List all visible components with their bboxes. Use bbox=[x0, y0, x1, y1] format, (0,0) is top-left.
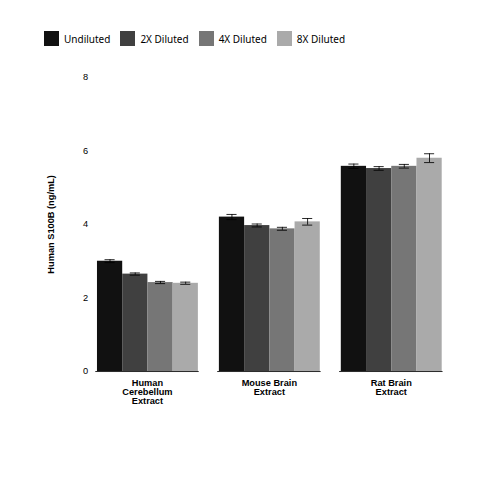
html-text:2X Diluted: 2X Diluted bbox=[140, 31, 189, 46]
html-text:4X Diluted: 4X Diluted bbox=[218, 31, 267, 46]
html-text:8X Diluted: 8X Diluted bbox=[296, 31, 346, 46]
svg-text:Human S100B (ng/mL): Human S100B (ng/mL) bbox=[46, 175, 56, 274]
svg-text:8: 8 bbox=[83, 72, 88, 82]
svg-text:HumanCerebellumExtract: HumanCerebellumExtract bbox=[122, 378, 172, 406]
svg-text:6: 6 bbox=[83, 146, 88, 156]
html-text:Undiluted: Undiluted bbox=[64, 31, 111, 46]
svg-text:4: 4 bbox=[83, 219, 88, 229]
svg-text:Mouse BrainExtract: Mouse BrainExtract bbox=[242, 378, 298, 397]
svg-text:Rat BrainExtract: Rat BrainExtract bbox=[371, 378, 412, 397]
svg-text:2: 2 bbox=[83, 293, 88, 303]
svg-text:0: 0 bbox=[83, 366, 88, 376]
